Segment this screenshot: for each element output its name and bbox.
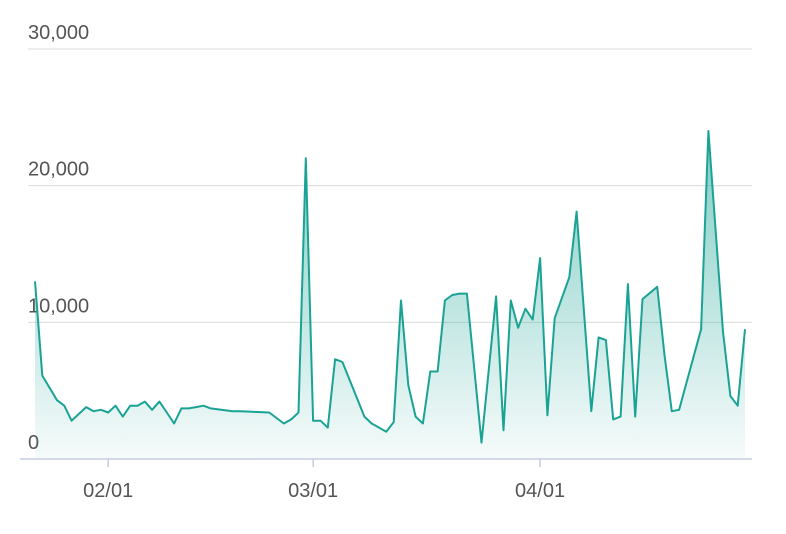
x-tick-label: 04/01 — [515, 480, 565, 502]
x-tick-label: 03/01 — [288, 480, 338, 502]
area-fill — [35, 131, 745, 459]
y-tick-label: 0 — [28, 432, 39, 454]
x-tick-label: 02/01 — [83, 480, 133, 502]
y-tick-label: 20,000 — [28, 159, 89, 181]
y-tick-label: 30,000 — [28, 22, 89, 44]
y-tick-label: 10,000 — [28, 295, 89, 317]
area-line — [34, 130, 746, 444]
